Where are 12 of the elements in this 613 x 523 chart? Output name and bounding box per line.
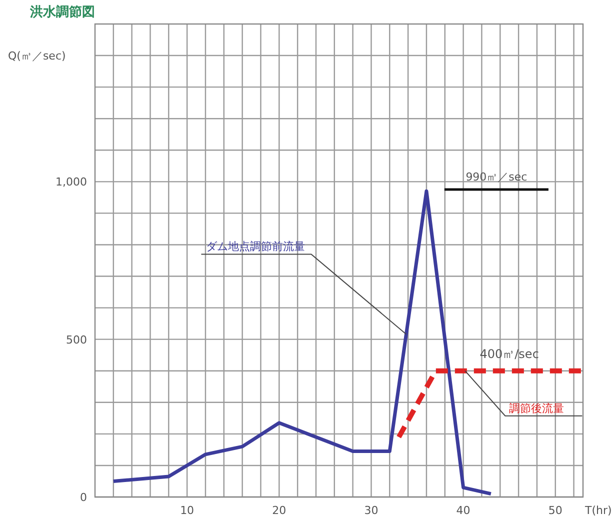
x-tick-label: 40 [456,504,470,517]
x-axis-title: T(hr) [584,504,612,517]
x-tick-label: 10 [180,504,194,517]
y-axis-title: Q(㎥／sec) [8,50,66,63]
chart-title: 洪水調節図 [29,4,95,20]
x-tick-label: 20 [272,504,286,517]
text: ダム地点調節前流量 [206,240,306,254]
x-tick-label: 30 [364,504,378,517]
y-tick-label: 1,000 [56,176,87,189]
x-tick-label: 50 [548,504,562,517]
y-tick-label: 0 [80,491,87,504]
y-tick-label: 500 [66,333,87,346]
